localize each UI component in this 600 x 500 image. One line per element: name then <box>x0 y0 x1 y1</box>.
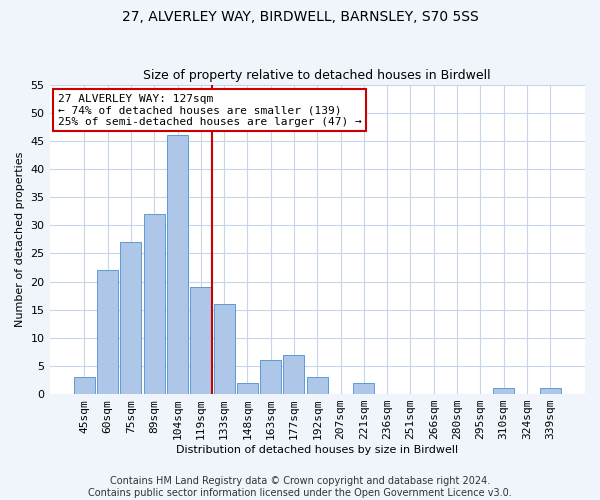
Bar <box>74 377 95 394</box>
Text: Contains HM Land Registry data © Crown copyright and database right 2024.
Contai: Contains HM Land Registry data © Crown c… <box>88 476 512 498</box>
Y-axis label: Number of detached properties: Number of detached properties <box>15 152 25 327</box>
Bar <box>283 354 304 394</box>
Text: 27 ALVERLEY WAY: 127sqm
← 74% of detached houses are smaller (139)
25% of semi-d: 27 ALVERLEY WAY: 127sqm ← 74% of detache… <box>58 94 361 127</box>
Bar <box>307 377 328 394</box>
Bar <box>144 214 165 394</box>
Bar <box>167 135 188 394</box>
Bar <box>97 270 118 394</box>
Text: 27, ALVERLEY WAY, BIRDWELL, BARNSLEY, S70 5SS: 27, ALVERLEY WAY, BIRDWELL, BARNSLEY, S7… <box>122 10 478 24</box>
Bar <box>353 383 374 394</box>
Bar <box>260 360 281 394</box>
X-axis label: Distribution of detached houses by size in Birdwell: Distribution of detached houses by size … <box>176 445 458 455</box>
Bar <box>121 242 142 394</box>
Title: Size of property relative to detached houses in Birdwell: Size of property relative to detached ho… <box>143 69 491 82</box>
Bar <box>214 304 235 394</box>
Bar <box>493 388 514 394</box>
Bar <box>539 388 560 394</box>
Bar <box>190 287 211 394</box>
Bar <box>237 383 258 394</box>
